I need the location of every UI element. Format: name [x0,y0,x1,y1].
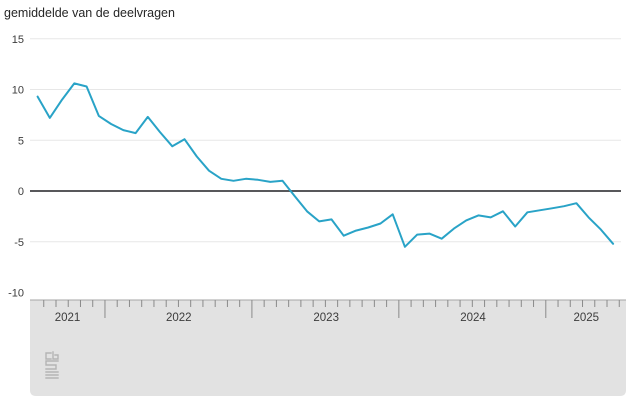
cbs-logo-s-glyph [45,360,59,379]
y-axis-label-5: 5 [18,135,24,147]
y-axis-label--5: -5 [14,237,24,249]
y-axis-label-0: 0 [18,186,24,198]
y-axis-label-15: 15 [12,34,24,46]
cbs-logo-cb-glyph [45,351,59,360]
y-axis-label-10: 10 [12,85,24,97]
gridlines-group [30,38,621,243]
chart-title: gemiddelde van de deelvragen [4,6,175,20]
x-axis-band [30,300,626,396]
series-line-group [36,82,615,248]
series-line [36,82,615,248]
x-axis-year-label: 2022 [166,312,192,324]
x-axis-year-label: 2021 [55,312,81,324]
cbs-logo [45,351,59,379]
x-axis-year-label: 2023 [313,312,339,324]
x-axis-year-label: 2024 [460,312,486,324]
x-axis-labels-group: 2021 2022 2023 2024 2025 [55,312,599,324]
x-axis-ticks-group [43,300,620,318]
y-axis-label--10: -10 [8,288,24,300]
x-axis-year-label: 2025 [574,312,600,324]
y-axis-labels-group: 15 10 5 0 -5 -10 [8,34,24,300]
